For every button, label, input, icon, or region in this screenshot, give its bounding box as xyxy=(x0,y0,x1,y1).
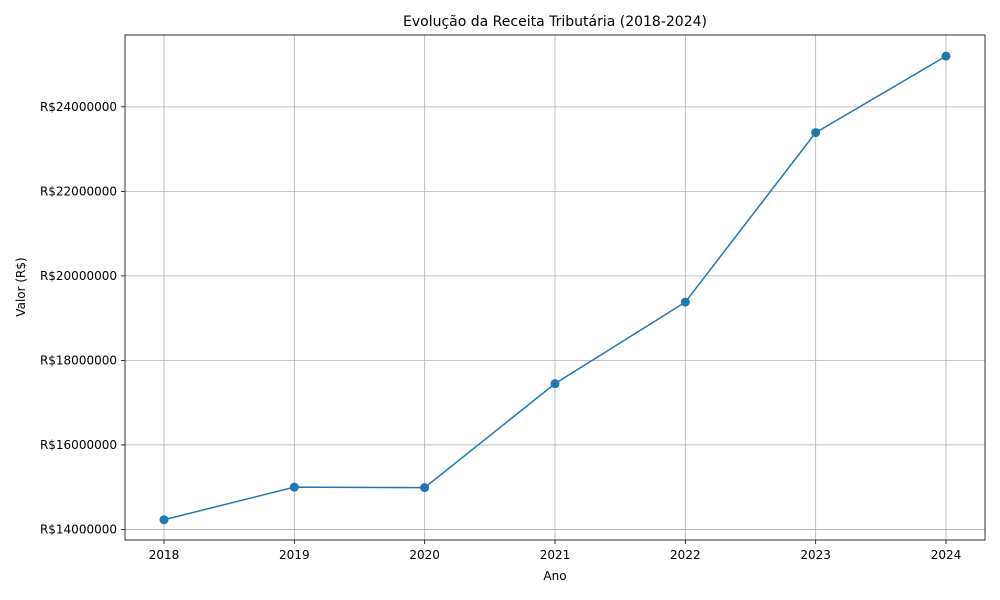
y-tick-label: R$22000000 xyxy=(40,184,117,198)
data-point xyxy=(550,379,560,389)
x-tick-label: 2018 xyxy=(149,548,180,562)
data-point xyxy=(941,51,951,61)
x-tick-label: 2019 xyxy=(279,548,310,562)
x-axis-label: Ano xyxy=(543,569,566,583)
y-tick-label: R$24000000 xyxy=(40,100,117,114)
data-point xyxy=(159,515,169,525)
y-tick-label: R$18000000 xyxy=(40,353,117,367)
x-tick-label: 2020 xyxy=(409,548,440,562)
y-axis-label: Valor (R$) xyxy=(14,257,28,316)
y-tick-label: R$20000000 xyxy=(40,269,117,283)
series-layer xyxy=(159,51,951,525)
x-tick-label: 2021 xyxy=(540,548,571,562)
y-tick-label: R$16000000 xyxy=(40,438,117,452)
data-point xyxy=(811,128,821,138)
chart-title: Evolução da Receita Tributária (2018-202… xyxy=(403,14,707,30)
x-tick-label: 2023 xyxy=(800,548,831,562)
data-point xyxy=(289,482,299,492)
tick-layer: 2018 2019 2020 2021 2022 2023 2024 R$14000000 R$… xyxy=(40,100,961,562)
x-tick-label: 2024 xyxy=(931,548,962,562)
x-tick-label: 2022 xyxy=(670,548,701,562)
grid-layer xyxy=(125,35,985,540)
y-tick-label: R$14000000 xyxy=(40,522,117,536)
data-point xyxy=(420,483,430,493)
data-point xyxy=(680,297,690,307)
